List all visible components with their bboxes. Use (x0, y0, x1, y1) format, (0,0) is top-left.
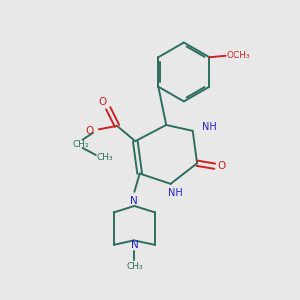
Text: N: N (130, 240, 138, 250)
Text: CH₃: CH₃ (96, 153, 113, 162)
Text: NH: NH (168, 188, 182, 198)
Text: OCH₃: OCH₃ (226, 51, 250, 60)
Text: CH₃: CH₃ (126, 262, 143, 271)
Text: O: O (99, 97, 107, 107)
Text: O: O (217, 161, 225, 171)
Text: N: N (130, 196, 138, 206)
Text: CH₂: CH₂ (73, 140, 89, 149)
Text: O: O (85, 126, 94, 136)
Text: NH: NH (202, 122, 217, 132)
